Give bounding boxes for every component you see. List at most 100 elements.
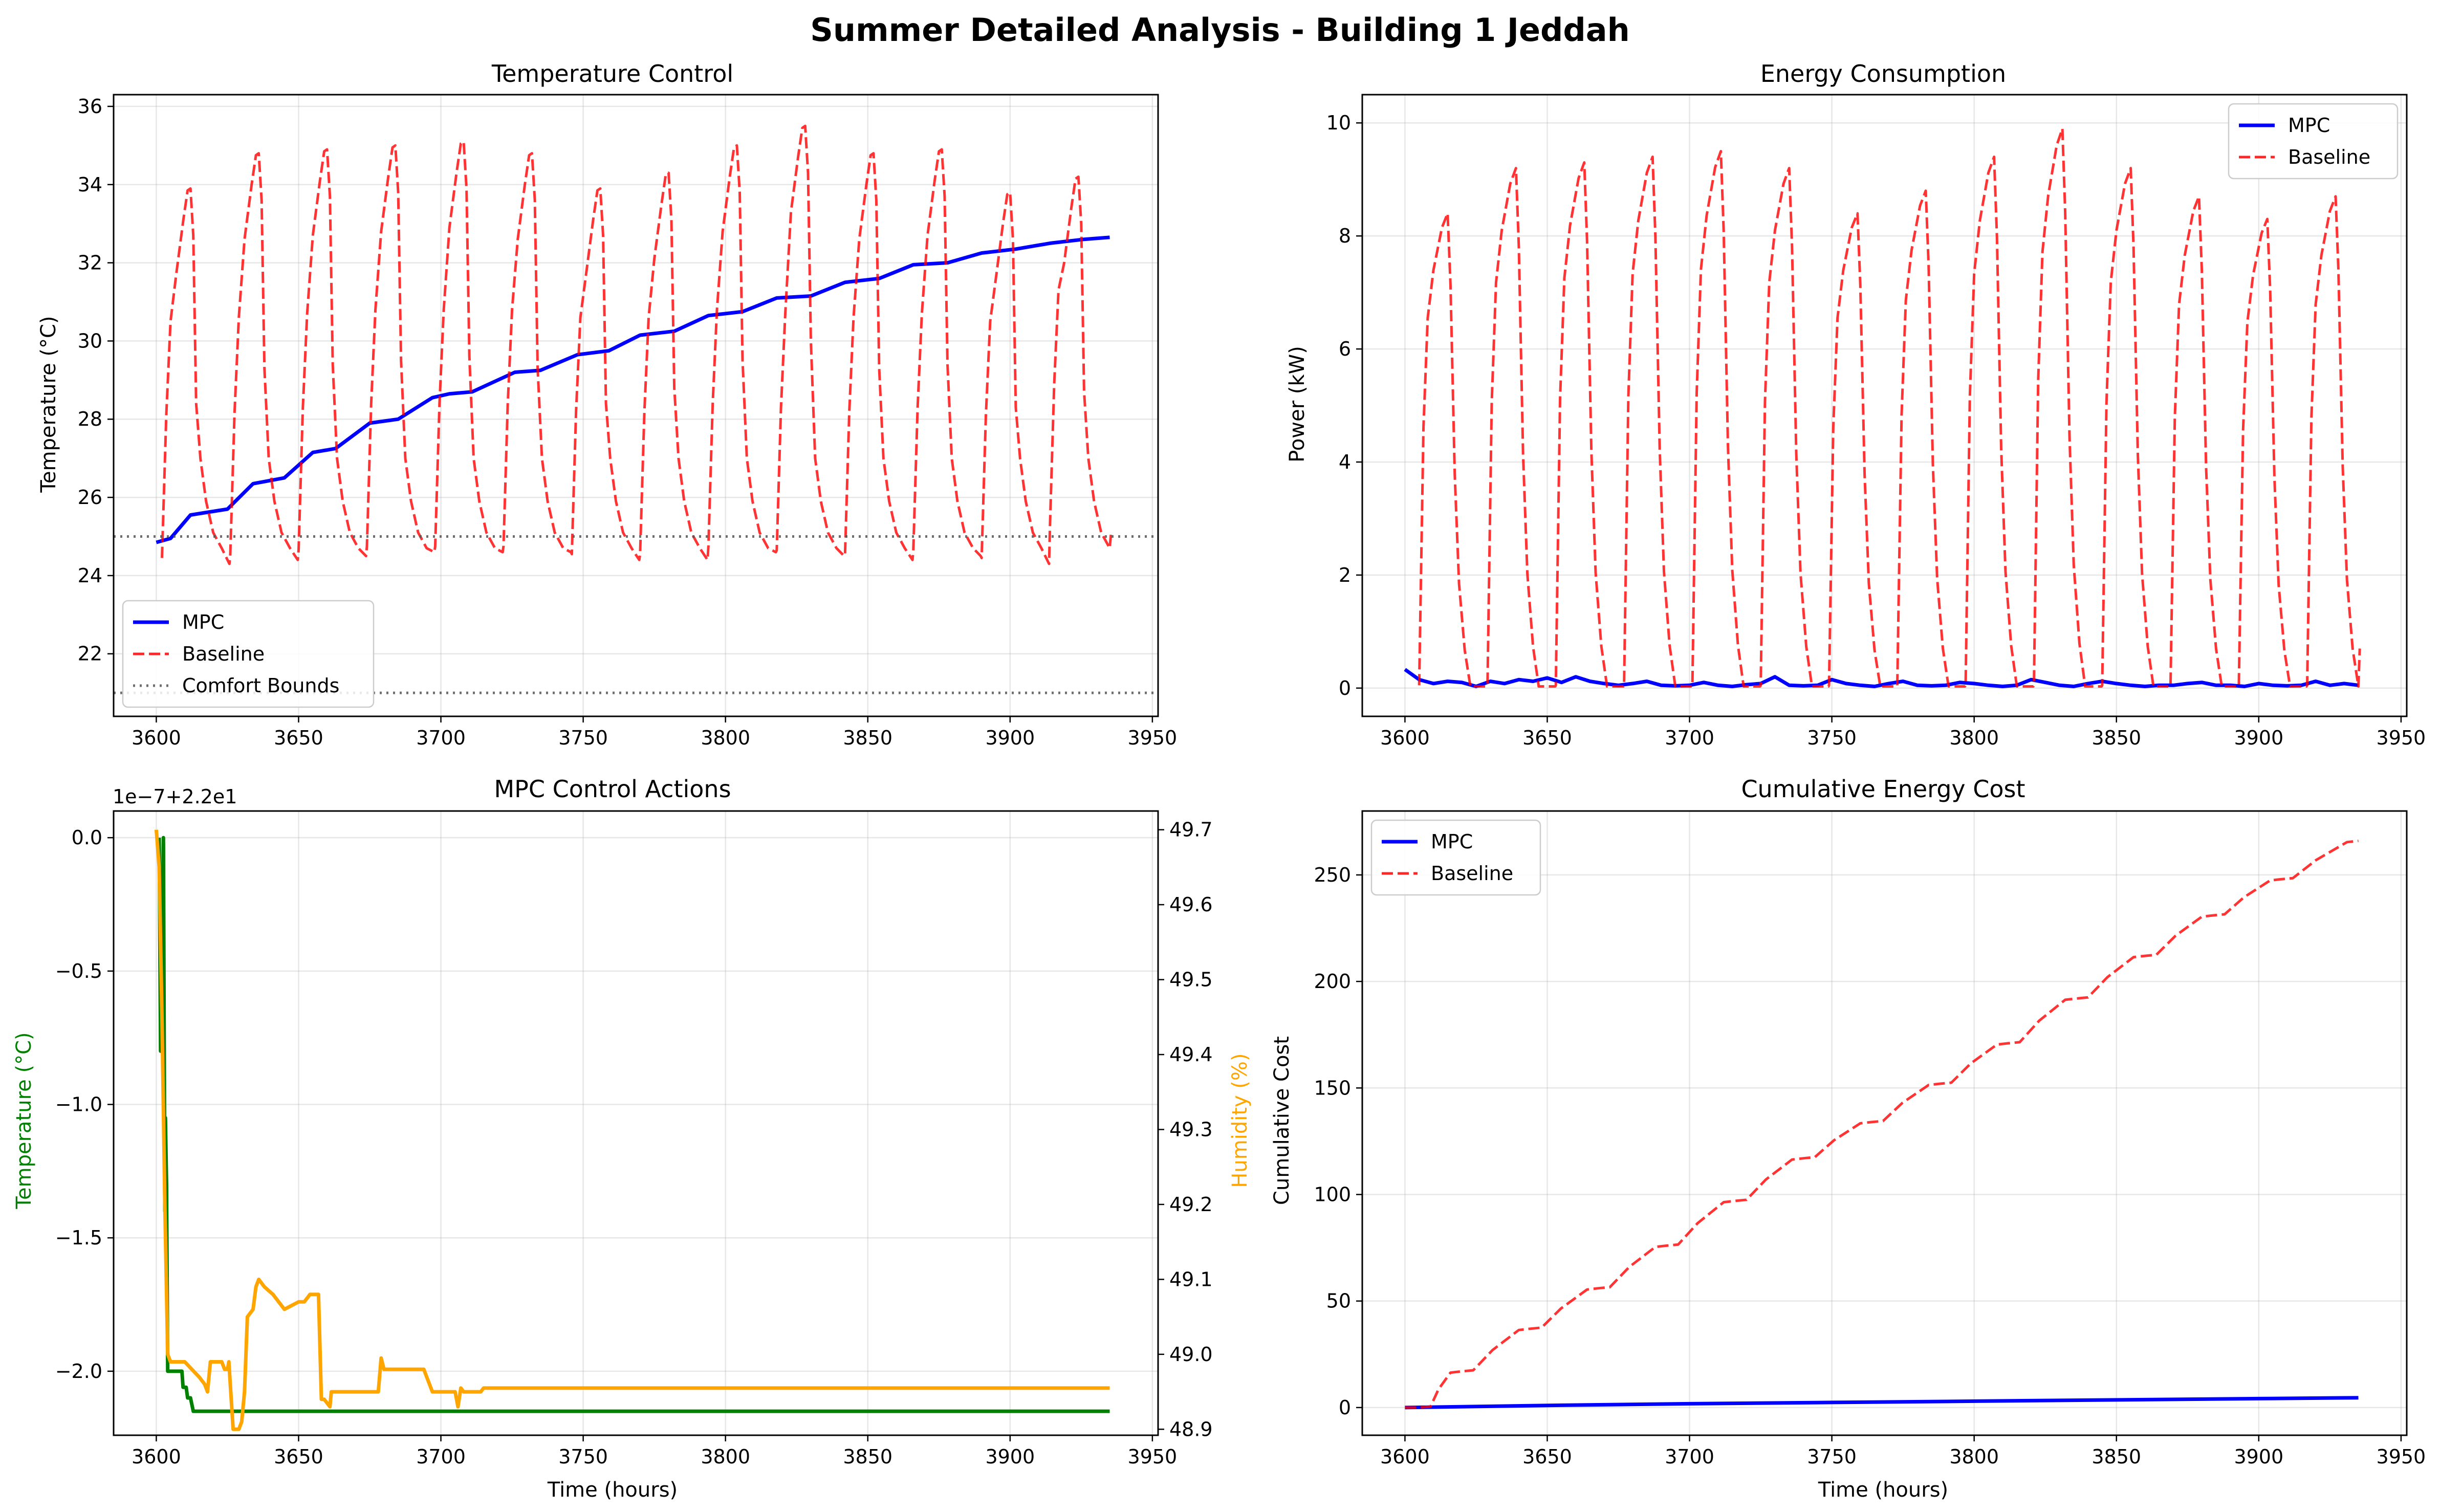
- plot-area: 3600 3650 3700 3750 3800 3850 3900 3950 0 2 4 6 8 10 M…: [1326, 94, 2426, 749]
- x-tick-label: 3850: [2092, 727, 2141, 749]
- series-line-mpc: [1405, 1396, 2359, 1410]
- x-tick-label: 3700: [416, 1445, 466, 1468]
- x-tick-label: 3750: [1807, 1445, 1857, 1468]
- y-tick-label: 100: [1314, 1183, 1351, 1206]
- axes-frame: [113, 94, 1159, 717]
- y-right-tick-label: 49.0: [1169, 1343, 1213, 1366]
- y-tick-label: 36: [78, 95, 102, 118]
- x-axis-label: Time (hours): [547, 1478, 678, 1502]
- axes-frame: [1361, 810, 2408, 1436]
- x-tick-label: 3650: [1522, 1445, 1572, 1468]
- panel-title: Cumulative Energy Cost: [1741, 775, 2025, 803]
- x-tick-label: 3900: [2234, 1445, 2283, 1468]
- y-tick-label: 0: [1339, 1396, 1351, 1419]
- x-tick-label: 3600: [132, 727, 181, 749]
- cumulative-energy-cost-panel: Cumulative Energy Cost Cumulative Cost T…: [1270, 775, 2426, 1502]
- x-tick-label: 3750: [558, 727, 608, 749]
- y-tick-label: 6: [1339, 338, 1351, 360]
- mpc-control-actions-panel: MPC Control Actions 1e−7+2.2e1 Temperatu…: [12, 775, 1252, 1502]
- x-tick-label: 3900: [985, 1445, 1035, 1468]
- y-right-tick-label: 49.5: [1169, 969, 1213, 991]
- y-tick-label: 32: [78, 252, 102, 274]
- x-tick-label: 3950: [2377, 1445, 2426, 1468]
- x-tick-label: 3800: [701, 727, 750, 749]
- energy-consumption-panel: Energy Consumption Power (kW) 3600 3650 37…: [1286, 60, 2426, 749]
- y-tick-label: −1.5: [55, 1226, 102, 1249]
- plot-area: 3600 3650 3700 3750 3800 3850 3900 3950 22 24 26 28…: [78, 94, 1177, 749]
- legend-label: MPC: [182, 611, 224, 633]
- y-right-tick-label: 49.3: [1169, 1118, 1213, 1141]
- x-tick-label: 3700: [1665, 727, 1714, 749]
- y-axis-label: Power (kW): [1286, 346, 1309, 463]
- x-tick-label: 3700: [416, 727, 466, 749]
- x-tick-label: 3800: [1949, 727, 1999, 749]
- y-tick-label: 0.0: [72, 826, 102, 849]
- legend-label: Baseline: [2288, 146, 2370, 168]
- y-tick-label: 200: [1314, 970, 1351, 993]
- x-tick-label: 3850: [843, 727, 892, 749]
- panel-title: Temperature Control: [491, 60, 733, 87]
- y-right-tick-label: 48.9: [1169, 1418, 1213, 1440]
- axes-frame: [113, 810, 1159, 1436]
- y-axis-offset-label: 1e−7+2.2e1: [113, 785, 237, 808]
- x-tick-label: 3850: [2092, 1445, 2141, 1468]
- x-tick-label: 3950: [1128, 1445, 1178, 1468]
- x-tick-label: 3600: [1380, 727, 1430, 749]
- series-line-temperature-c: [157, 836, 1110, 1413]
- legend-label: Baseline: [182, 643, 265, 665]
- y-tick-label: −2.0: [55, 1360, 102, 1383]
- y-tick-label: 34: [78, 173, 102, 196]
- series-line-mpc: [156, 235, 1110, 544]
- y-right-tick-label: 49.2: [1169, 1193, 1213, 1216]
- y-tick-label: 8: [1339, 225, 1351, 247]
- series-line-humidity: [154, 829, 1110, 1431]
- series-line-baseline: [1418, 127, 2361, 688]
- legend-label: MPC: [1431, 830, 1473, 853]
- x-tick-label: 3600: [132, 1445, 181, 1468]
- y-tick-label: 26: [78, 486, 102, 509]
- legend-label: MPC: [2288, 114, 2330, 137]
- y-tick-label: 28: [78, 408, 102, 430]
- series-line-baseline: [161, 124, 1113, 565]
- x-tick-label: 3750: [558, 1445, 608, 1468]
- x-tick-label: 3850: [843, 1445, 892, 1468]
- y-tick-label: 50: [1326, 1290, 1351, 1312]
- panel-title: MPC Control Actions: [494, 775, 731, 803]
- series-line-baseline: [1405, 839, 2359, 1409]
- panel-title: Energy Consumption: [1760, 60, 2006, 87]
- legend-label: Comfort Bounds: [182, 674, 339, 697]
- x-tick-label: 3800: [701, 1445, 750, 1468]
- y-right-tick-label: 49.7: [1169, 819, 1213, 841]
- x-tick-label: 3600: [1380, 1445, 1430, 1468]
- temperature-control-panel: Temperature Control Temperature (°C) 360…: [37, 60, 1177, 749]
- y-tick-label: 10: [1326, 112, 1351, 134]
- plot-area: 3600 3650 3700 3750 3800 3850 3900 3950 0 50 100 15…: [1314, 810, 2426, 1468]
- y-tick-label: −1.0: [55, 1093, 102, 1116]
- y-right-tick-label: 49.4: [1169, 1043, 1213, 1066]
- x-tick-label: 3700: [1665, 1445, 1714, 1468]
- legend: MPC Baseline Comfort Bounds: [122, 600, 375, 708]
- x-tick-label: 3900: [2234, 727, 2283, 749]
- x-tick-label: 3900: [985, 727, 1035, 749]
- y-tick-label: 30: [78, 330, 102, 352]
- x-axis-label: Time (hours): [1818, 1478, 1948, 1502]
- y-right-tick-label: 49.1: [1169, 1268, 1213, 1290]
- y-axis-label: Temperature (°C): [37, 316, 60, 493]
- y-tick-label: 22: [78, 643, 102, 665]
- y-axis-label: Cumulative Cost: [1270, 1036, 1294, 1205]
- x-tick-label: 3750: [1807, 727, 1857, 749]
- y-tick-label: 24: [78, 564, 102, 587]
- y-tick-label: 4: [1339, 451, 1351, 473]
- figure-title: Summer Detailed Analysis - Building 1 Je…: [810, 11, 1630, 49]
- plot-area: 3600 3650 3700 3750 3800 3850 3900 3950 0.0 −0.5 −…: [55, 810, 1213, 1468]
- x-tick-label: 3650: [274, 727, 323, 749]
- x-tick-label: 3950: [2377, 727, 2426, 749]
- y-tick-label: 2: [1339, 564, 1351, 586]
- legend: MPC Baseline: [1370, 819, 1541, 896]
- y-right-tick-label: 49.6: [1169, 893, 1213, 916]
- series-line-mpc: [1404, 668, 2359, 688]
- x-tick-label: 3650: [1522, 727, 1572, 749]
- x-tick-label: 3650: [274, 1445, 323, 1468]
- y-tick-label: 0: [1339, 677, 1351, 699]
